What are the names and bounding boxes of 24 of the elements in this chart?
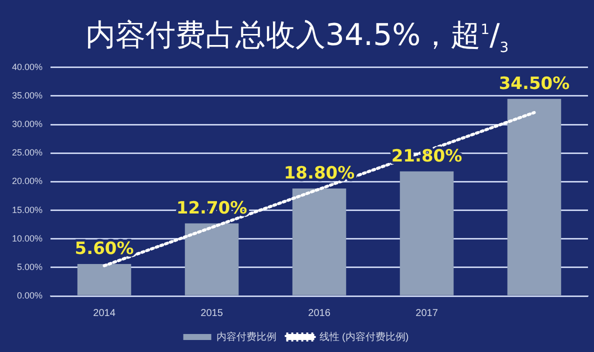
legend-label: 内容付费比例 [216,330,276,343]
bar [292,188,346,296]
y-tick-label: 30.00% [12,119,43,130]
y-tick-label: 5.00% [16,262,43,272]
x-tick-label: 2014 [93,308,116,319]
chart-title: 内容付费占总收入34.5%，超$^{1}$/$_{3}$ [85,18,509,56]
data-label: 18.80% [284,163,355,184]
legend-label: 线性 (内容付费比例) [319,330,409,343]
bar [400,171,454,296]
x-tick-label: 2017 [416,308,438,319]
data-label: 5.60% [74,238,134,259]
bar [507,98,562,296]
y-tick-label: 25.00% [12,148,43,158]
data-label: 34.50% [498,74,570,94]
x-tick-label: 2015 [200,308,224,319]
x-tick-label: 2016 [308,308,331,319]
y-tick-label: 40.00% [12,62,43,72]
y-tick-label: 20.00% [12,176,43,186]
y-tick-label: 10.00% [12,233,43,244]
bar [184,223,239,296]
y-tick-label: 35.00% [12,90,43,100]
y-tick-label: 15.00% [12,204,43,215]
bar [77,264,132,296]
y-tick-label: 0.00% [16,290,43,300]
